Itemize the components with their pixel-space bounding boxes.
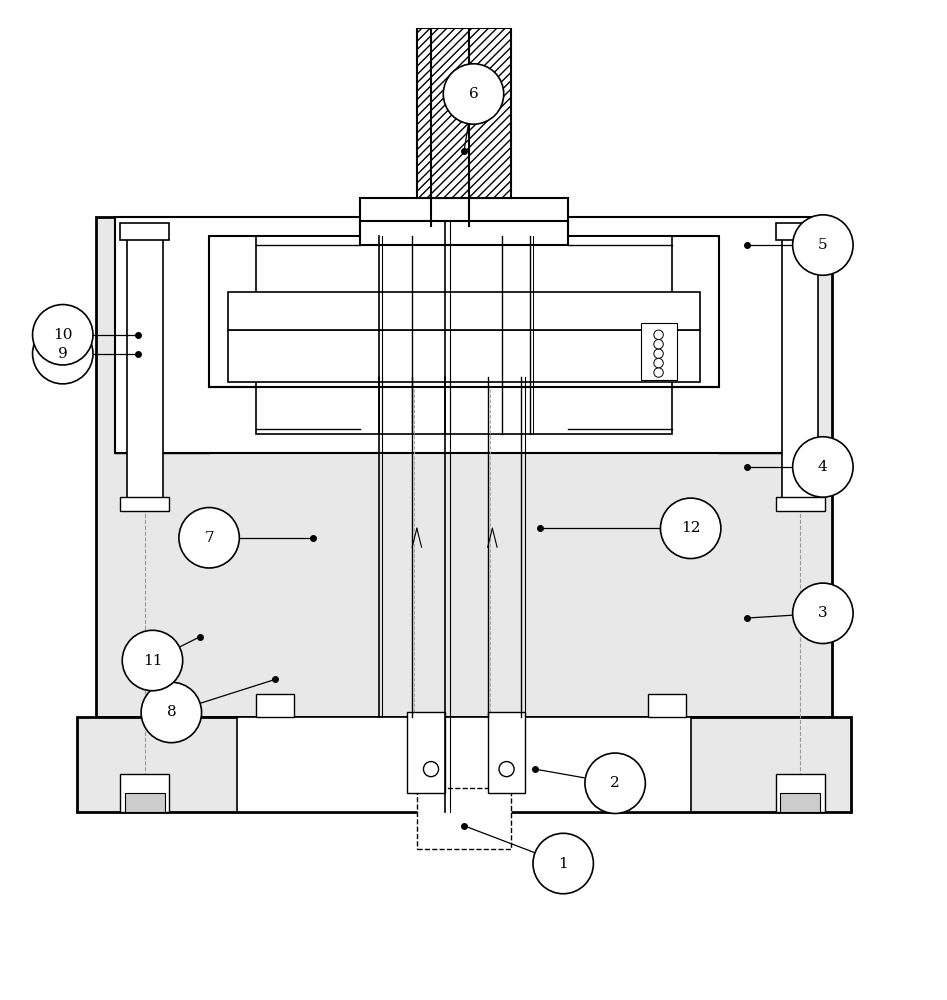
Circle shape bbox=[499, 762, 514, 777]
Text: 5: 5 bbox=[818, 238, 828, 252]
Circle shape bbox=[585, 753, 645, 813]
Bar bbox=[782, 236, 818, 509]
Bar bbox=[238, 717, 690, 812]
Bar bbox=[228, 330, 700, 382]
Circle shape bbox=[653, 349, 663, 358]
Bar bbox=[77, 717, 851, 812]
Circle shape bbox=[793, 437, 853, 497]
Bar bbox=[407, 712, 445, 793]
Text: 2: 2 bbox=[610, 776, 620, 790]
Bar bbox=[776, 497, 825, 511]
Bar bbox=[780, 793, 820, 812]
Circle shape bbox=[653, 330, 663, 339]
Text: 1: 1 bbox=[559, 857, 568, 871]
Circle shape bbox=[533, 833, 594, 894]
Text: 6: 6 bbox=[469, 87, 478, 101]
Text: 11: 11 bbox=[143, 654, 162, 668]
Bar bbox=[648, 694, 686, 717]
Circle shape bbox=[793, 583, 853, 644]
Circle shape bbox=[653, 358, 663, 368]
Bar bbox=[115, 217, 813, 453]
Bar bbox=[120, 774, 170, 812]
Bar bbox=[209, 236, 719, 387]
Circle shape bbox=[443, 64, 504, 124]
Bar bbox=[257, 236, 671, 434]
Circle shape bbox=[141, 682, 202, 743]
Circle shape bbox=[653, 368, 663, 377]
Bar bbox=[776, 223, 825, 240]
Circle shape bbox=[32, 323, 93, 384]
Bar bbox=[228, 292, 700, 330]
Bar bbox=[120, 497, 170, 511]
Circle shape bbox=[122, 630, 183, 691]
Bar bbox=[360, 221, 568, 245]
Text: 8: 8 bbox=[167, 705, 176, 719]
Circle shape bbox=[660, 498, 721, 559]
Bar bbox=[640, 323, 676, 380]
Bar bbox=[360, 198, 568, 236]
Text: 3: 3 bbox=[818, 606, 828, 620]
Bar bbox=[776, 774, 825, 812]
Bar bbox=[96, 217, 832, 717]
Circle shape bbox=[653, 339, 663, 349]
Text: 4: 4 bbox=[818, 460, 828, 474]
Circle shape bbox=[793, 215, 853, 275]
Bar bbox=[120, 223, 170, 240]
Bar bbox=[125, 793, 165, 812]
Text: 10: 10 bbox=[53, 328, 73, 342]
Circle shape bbox=[32, 305, 93, 365]
Circle shape bbox=[423, 762, 438, 777]
Bar bbox=[488, 712, 526, 793]
Text: 7: 7 bbox=[205, 531, 214, 545]
Bar bbox=[257, 694, 295, 717]
Bar bbox=[417, 788, 511, 849]
Bar bbox=[417, 28, 511, 198]
Text: 12: 12 bbox=[681, 521, 701, 535]
Circle shape bbox=[179, 508, 240, 568]
Text: 9: 9 bbox=[58, 347, 67, 361]
Bar bbox=[127, 236, 163, 509]
